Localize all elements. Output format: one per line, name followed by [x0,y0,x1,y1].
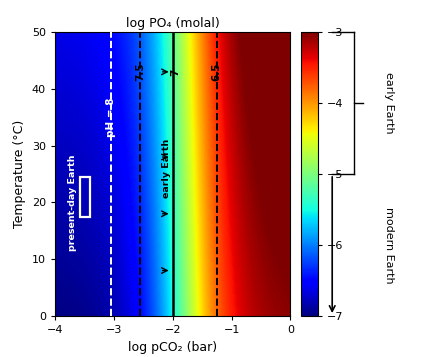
Text: 6.5: 6.5 [212,62,222,81]
Text: early Earth: early Earth [385,72,394,134]
Text: 7: 7 [170,68,180,76]
Text: present-day Earth: present-day Earth [68,154,77,251]
Text: early Earth: early Earth [162,139,171,198]
Bar [80,177,90,217]
Title: log PO₄ (molal): log PO₄ (molal) [126,16,220,30]
Y-axis label: Temperature (°C): Temperature (°C) [13,120,26,228]
Text: pH = 8: pH = 8 [106,97,116,137]
X-axis label: log pCO₂ (bar): log pCO₂ (bar) [128,341,217,353]
Text: modern Earth: modern Earth [385,207,394,283]
Text: 7.5: 7.5 [136,62,145,81]
